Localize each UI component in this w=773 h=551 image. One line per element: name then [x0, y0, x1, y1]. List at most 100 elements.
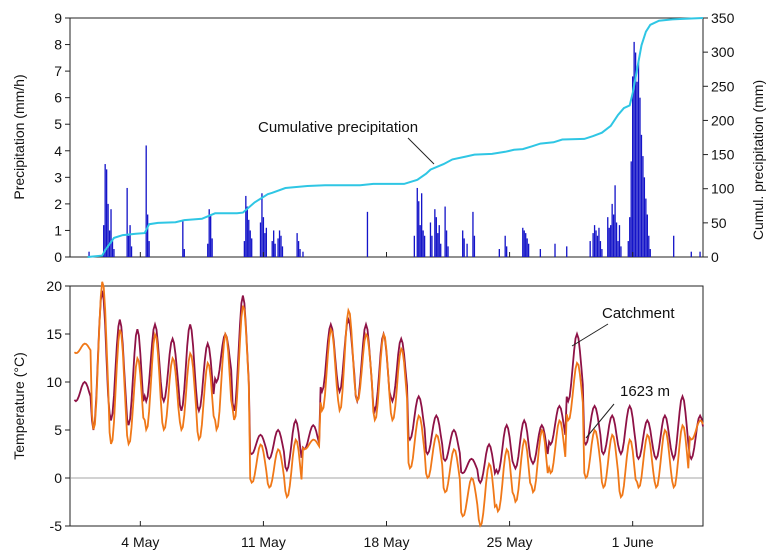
- precipitation-y-ticks: 0 1 2 3 4 5 6 7 8 9: [54, 10, 70, 265]
- precipitation-bar: [105, 169, 108, 257]
- cumulative-annotation-leader: [407, 137, 435, 165]
- precipitation-bar: [262, 217, 265, 257]
- precipitation-bar: [210, 214, 212, 257]
- precipitation-bar: [630, 161, 632, 257]
- precipitation-bar: [211, 238, 213, 257]
- precipitation-bar: [554, 243, 556, 257]
- cumul-y-tick-label: 50: [711, 215, 727, 231]
- temperature-y-ticks: -5 0 5 10 15 20: [46, 278, 70, 534]
- precipitation-panel: 0 1 2 3 4 5 6 7 8 9 0 50 100 150 200 250 300 350 Precipi…: [11, 10, 766, 265]
- precipitation-bar: [637, 60, 640, 257]
- precipitation-bar: [130, 246, 133, 257]
- catchment-annotation: Catchment: [602, 305, 675, 322]
- precipitation-bar: [423, 235, 426, 257]
- precipitation-bar: [615, 222, 618, 257]
- cumulative-precipitation-line: [87, 17, 704, 258]
- precipitation-bar: [281, 246, 284, 257]
- precipitation-bar: [419, 225, 421, 257]
- precipitation-bar: [466, 243, 468, 257]
- precipitation-bar: [251, 238, 253, 257]
- precipitation-bar: [416, 187, 418, 257]
- temperature-plot-frame: [69, 285, 704, 527]
- precipitation-bar: [444, 206, 446, 257]
- cumulative-y-ticks: 0 50 100 150 200 250 300 350: [703, 10, 735, 265]
- precipitation-bar: [147, 214, 149, 257]
- precipitation-bar: [145, 145, 147, 257]
- precip-y-tick-label: 4: [54, 143, 62, 159]
- station-1623m-annotation: 1623 m: [620, 383, 670, 400]
- precipitation-bar: [107, 203, 109, 257]
- cumul-y-tick-label: 250: [711, 78, 735, 94]
- temp-y-tick-label: 5: [54, 422, 62, 438]
- cumul-y-tick-label: 150: [711, 147, 735, 163]
- precipitation-bar: [523, 230, 525, 257]
- precipitation-bar: [418, 201, 420, 257]
- precipitation-bar: [601, 249, 603, 257]
- precipitation-bar: [88, 251, 90, 257]
- station-1623m-temperature-line: [73, 281, 704, 528]
- precipitation-bar: [608, 227, 610, 257]
- x-tick-label: 25 May: [487, 534, 533, 550]
- precipitation-bar: [302, 251, 304, 257]
- precipitation-bar: [104, 164, 106, 257]
- precipitation-bar: [440, 243, 442, 257]
- precipitation-bar: [463, 238, 465, 257]
- precipitation-bar: [265, 227, 268, 257]
- precip-y-tick-label: 1: [54, 222, 62, 238]
- precipitation-bar: [593, 225, 596, 257]
- precipitation-bar: [598, 227, 600, 257]
- precipitation-bar: [607, 217, 609, 257]
- temp-y-tick-label: -5: [50, 518, 63, 534]
- precipitation-bar: [261, 193, 263, 257]
- precipitation-bar: [699, 251, 701, 257]
- precipitation-bar: [249, 230, 251, 257]
- precipitation-bar: [634, 52, 637, 258]
- station-1623m-annotation-leader: [585, 403, 615, 439]
- precip-y-tick-label: 6: [54, 90, 62, 106]
- precip-y-tick-label: 0: [54, 249, 62, 265]
- precipitation-bar: [277, 238, 279, 257]
- precipitation-bar: [274, 243, 276, 257]
- temp-y-tick-label: 20: [46, 278, 62, 294]
- cumulative-precipitation-annotation: Cumulative precipitation: [258, 119, 418, 136]
- precipitation-bar: [278, 230, 281, 257]
- x-tick-label: 11 May: [241, 534, 286, 550]
- precipitation-bar: [445, 230, 448, 257]
- precipitation-bar: [472, 211, 474, 257]
- precipitation-bar: [447, 246, 449, 257]
- precip-y-tick-label: 7: [54, 63, 62, 79]
- precipitation-bar: [632, 76, 634, 257]
- precipitation-bar: [246, 206, 248, 257]
- cumul-y-tick-label: 100: [711, 181, 735, 197]
- precipitation-bar: [620, 246, 622, 257]
- precipitation-bar: [438, 225, 440, 257]
- precipitation-bar: [182, 219, 184, 257]
- precipitation-bar: [264, 233, 266, 257]
- precipitation-bar: [614, 185, 616, 257]
- precipitation-bar: [629, 217, 631, 257]
- precipitation-bar: [299, 249, 301, 257]
- cumulative-y-axis-label: Cumul. precipitation (mm): [750, 80, 766, 240]
- temp-y-tick-label: 15: [46, 326, 62, 342]
- precipitation-bar: [612, 214, 615, 257]
- precipitation-bars: [88, 41, 701, 258]
- precipitation-bar: [648, 235, 650, 257]
- precipitation-bar: [596, 235, 599, 257]
- precip-y-tick-label: 5: [54, 116, 62, 132]
- precipitation-bar: [566, 246, 568, 257]
- temp-y-tick-label: 0: [54, 470, 62, 486]
- x-tick-label: 4 May: [121, 534, 159, 550]
- precipitation-bar: [636, 81, 638, 257]
- precipitation-bar: [127, 235, 130, 257]
- precipitation-bar: [110, 209, 112, 257]
- precipitation-bar: [526, 238, 528, 257]
- x-tick-label: 1 June: [612, 534, 654, 550]
- precipitation-bar: [645, 198, 647, 257]
- precipitation-bar: [522, 227, 524, 257]
- precipitation-bar: [422, 230, 424, 257]
- precipitation-bar: [183, 249, 185, 257]
- precipitation-bar: [595, 230, 597, 257]
- precipitation-bar: [111, 241, 114, 257]
- precipitation-bar: [245, 195, 247, 257]
